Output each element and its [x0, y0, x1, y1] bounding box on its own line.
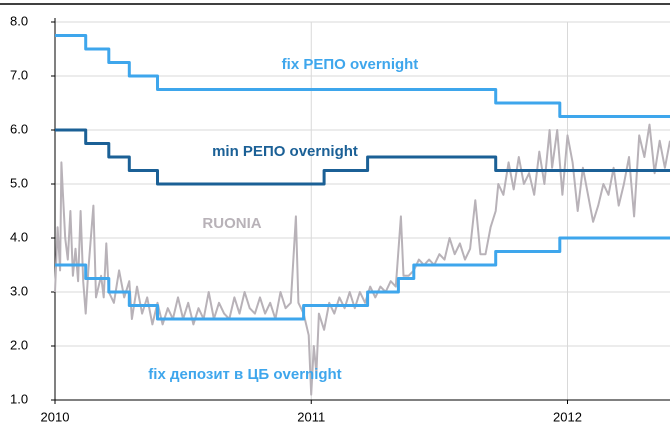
annotation: RUONIA [202, 215, 261, 232]
x-tick-label: 2012 [553, 409, 582, 424]
y-tick-label: 8.0 [10, 13, 28, 28]
x-tick-label: 2010 [41, 409, 70, 424]
y-tick-label: 2.0 [10, 337, 28, 352]
y-tick-label: 4.0 [10, 229, 28, 244]
y-tick-label: 1.0 [10, 391, 28, 406]
y-tick-label: 6.0 [10, 121, 28, 136]
series-line [55, 236, 670, 321]
series-line [55, 128, 670, 186]
series-line [54, 123, 670, 396]
annotation: fix РЕПО overnight [282, 56, 419, 73]
y-tick-label: 7.0 [10, 67, 28, 82]
annotation: fix депозит в ЦБ overnight [148, 366, 341, 383]
y-tick-label: 3.0 [10, 283, 28, 298]
y-tick-label: 5.0 [10, 175, 28, 190]
series-line [55, 34, 670, 118]
x-tick-label: 2011 [297, 409, 325, 424]
annotation: min РЕПО overnight [212, 143, 358, 160]
